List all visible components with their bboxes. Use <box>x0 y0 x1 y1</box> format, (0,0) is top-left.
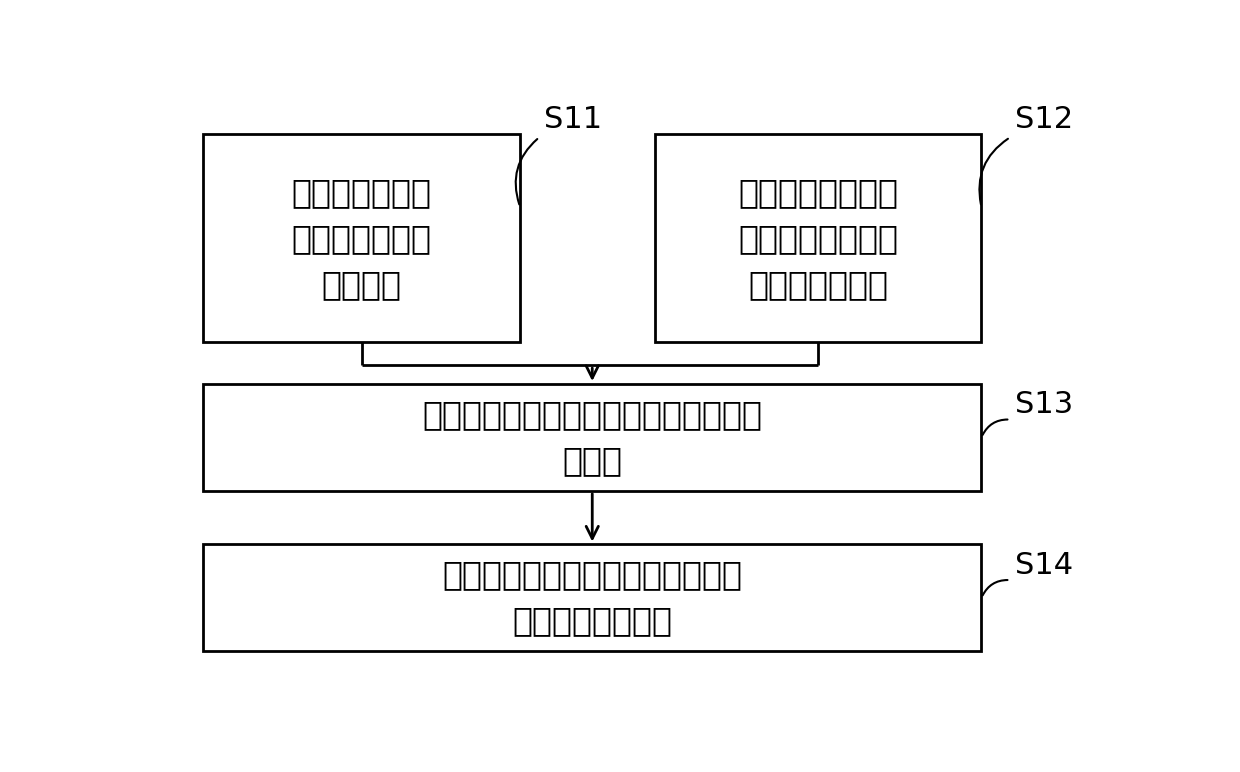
Text: S13: S13 <box>1016 390 1074 419</box>
Text: 根据分布函数和集中力确定分布函数的
参数值: 根据分布函数和集中力确定分布函数的 参数值 <box>423 398 763 477</box>
Text: S12: S12 <box>1016 105 1074 134</box>
FancyBboxPatch shape <box>655 134 982 342</box>
Text: S14: S14 <box>1016 550 1074 580</box>
Text: 根据分布函数和参数值计算轴承座
或轴颈的结构强度: 根据分布函数和参数值计算轴承座 或轴颈的结构强度 <box>443 558 743 638</box>
FancyBboxPatch shape <box>203 384 982 491</box>
Text: 确定轴承座和轴颈
之间相互作用的轴
承力的分布函数: 确定轴承座和轴颈 之间相互作用的轴 承力的分布函数 <box>738 176 898 301</box>
Text: 计算轴承座和轴
颈之间相互作用
的集中力: 计算轴承座和轴 颈之间相互作用 的集中力 <box>291 176 432 301</box>
Text: S11: S11 <box>544 105 603 134</box>
FancyBboxPatch shape <box>203 134 521 342</box>
FancyBboxPatch shape <box>203 544 982 652</box>
